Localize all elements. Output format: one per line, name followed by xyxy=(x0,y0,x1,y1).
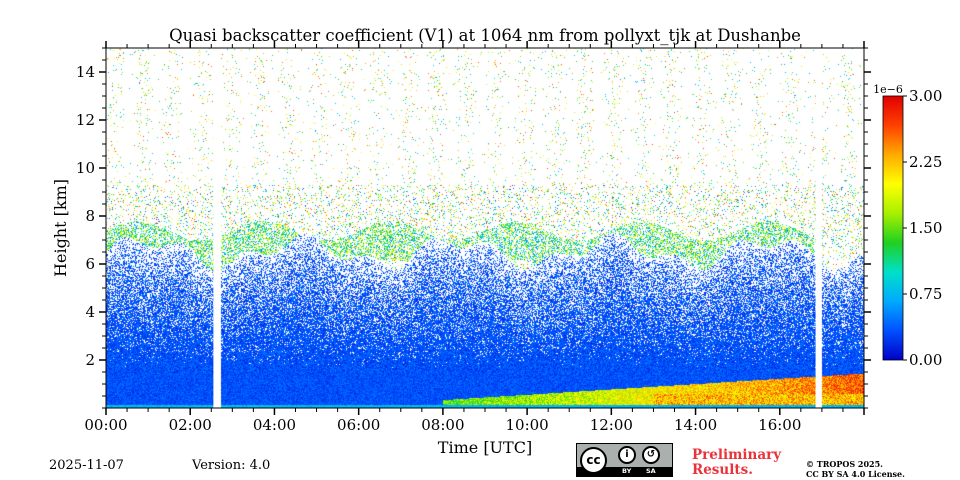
colorbar: 1e−6 0.00 0.75 1.50 2.25 3.00 xyxy=(873,83,942,369)
preliminary-line-2: Results. xyxy=(692,462,753,478)
data-gap-1 xyxy=(213,48,221,408)
colorbar-gradient xyxy=(882,95,904,361)
data-gap-2 xyxy=(815,48,822,408)
x-tick-label: 04:00 xyxy=(253,416,296,434)
y-tick-label: 14 xyxy=(76,63,95,81)
y-tick-label: 10 xyxy=(76,159,95,177)
cc-by-text: BY xyxy=(622,467,632,475)
copyright-notice: © TROPOS 2025. CC BY SA 4.0 License. xyxy=(806,459,905,479)
y-tick-label: 8 xyxy=(85,207,95,225)
version-label: Version: 4.0 xyxy=(192,458,271,473)
y-tick-label: 12 xyxy=(76,111,95,129)
date-label: 2025-11-07 xyxy=(49,458,124,473)
colorbar-tick-label: 0.00 xyxy=(909,351,942,369)
copyright-line-2: CC BY SA 4.0 License. xyxy=(806,469,905,479)
cc-badge-strip xyxy=(577,467,672,476)
y-axis: 2 4 6 8 10 12 14 xyxy=(76,47,871,409)
x-tick-label: 10:00 xyxy=(505,416,548,434)
plot-area: 00:00 02:00 04:00 06:00 08:00 10:00 12:00 14:00… xyxy=(76,41,871,434)
share-alike-icon: ↺ xyxy=(642,446,660,464)
x-tick-label: 00:00 xyxy=(84,416,127,434)
backscatter-heatmap xyxy=(106,48,864,408)
x-tick-label: 02:00 xyxy=(169,416,212,434)
x-tick-label: 16:00 xyxy=(758,416,801,434)
preliminary-line-1: Preliminary xyxy=(692,447,782,463)
x-tick-label: 08:00 xyxy=(421,416,464,434)
chart-title: Quasi backscatter coefficient (V1) at 10… xyxy=(169,26,801,45)
x-tick-label: 12:00 xyxy=(590,416,633,434)
data-gaps xyxy=(213,48,822,408)
colorbar-ticks: 0.00 0.75 1.50 2.25 3.00 xyxy=(903,87,942,369)
heatmap-image xyxy=(106,48,864,408)
cc-logo-icon: cc xyxy=(580,447,607,474)
colorbar-tick-label: 1.50 xyxy=(909,219,942,237)
x-tick-label: 06:00 xyxy=(337,416,380,434)
colorbar-tick-label: 3.00 xyxy=(909,87,942,105)
y-tick-label: 4 xyxy=(85,303,95,321)
colorbar-tick-label: 0.75 xyxy=(909,285,942,303)
x-axis: 00:00 02:00 04:00 06:00 08:00 10:00 12:00 14:00… xyxy=(84,41,865,434)
colorbar-tick-label: 2.25 xyxy=(909,153,942,171)
copyright-line-1: © TROPOS 2025. xyxy=(806,459,883,469)
y-tick-label: 2 xyxy=(85,351,95,369)
cc-sa-text: SA xyxy=(646,467,656,475)
attribution-icon: i xyxy=(618,446,636,464)
x-axis-label: Time [UTC] xyxy=(438,438,532,457)
preliminary-notice: Preliminary Results. xyxy=(692,448,781,478)
y-axis-label: Height [km] xyxy=(51,179,70,277)
y-tick-label: 6 xyxy=(85,255,95,273)
colorbar-exponent: 1e−6 xyxy=(873,83,903,96)
x-tick-label: 14:00 xyxy=(674,416,717,434)
cc-license-badge: cc i ↺ BY SA xyxy=(576,443,673,477)
